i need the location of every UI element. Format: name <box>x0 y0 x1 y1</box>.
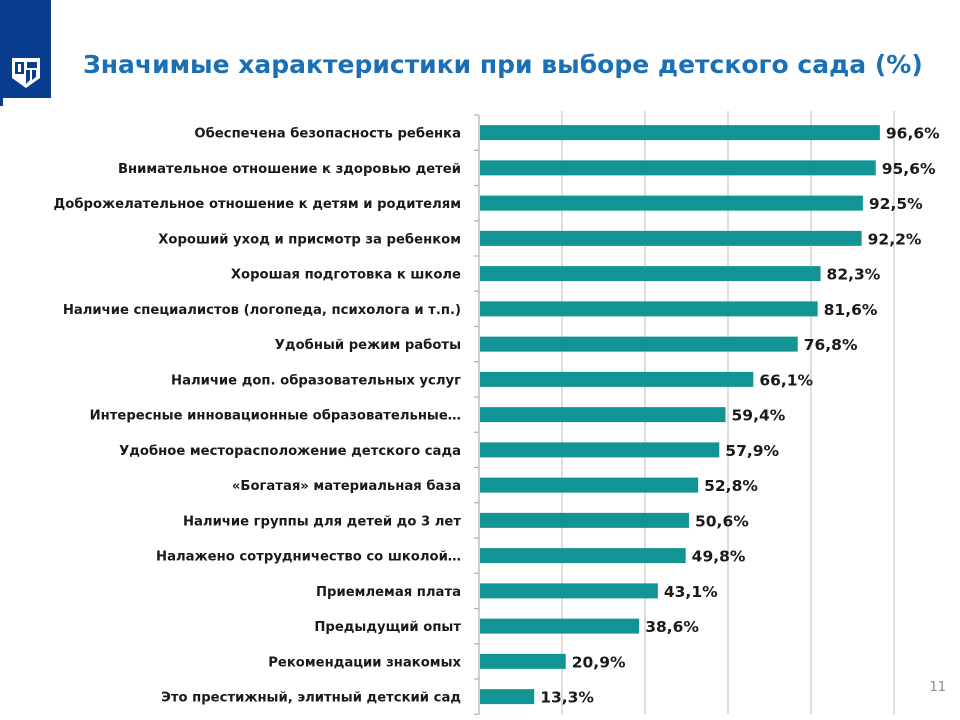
data-label: 20,9% <box>572 653 626 671</box>
category-label: Предыдущий опыт <box>314 620 461 635</box>
data-label: 92,5% <box>869 195 923 213</box>
data-label: 92,2% <box>868 230 922 248</box>
category-label: Наличие доп. образовательных услуг <box>171 372 461 388</box>
data-label: 81,6% <box>824 301 878 319</box>
publisher-logo-icon <box>12 58 40 88</box>
page-number: 11 <box>929 680 946 695</box>
bar <box>480 442 720 458</box>
data-label: 57,9% <box>725 442 779 460</box>
bar <box>480 583 658 599</box>
bar <box>480 689 535 705</box>
category-label: Приемлемая плата <box>316 585 461 600</box>
category-label: Интересные инновационные образовательные… <box>90 408 461 424</box>
bars <box>480 125 880 705</box>
category-label: Рекомендации знакомых <box>268 655 461 670</box>
bar <box>480 301 818 317</box>
data-label: 50,6% <box>695 512 749 530</box>
data-label: 52,8% <box>704 477 758 495</box>
bar <box>480 125 880 141</box>
category-label: Хорошая подготовка к школе <box>231 268 461 283</box>
data-label: 76,8% <box>804 336 858 354</box>
category-label: «Богатая» материальная база <box>232 478 461 494</box>
bar <box>480 477 699 493</box>
category-axis <box>474 114 480 715</box>
bar <box>480 512 689 528</box>
category-label: Обеспечена безопасность ребенка <box>194 126 461 142</box>
data-label: 96,6% <box>886 125 940 143</box>
bar <box>480 371 754 387</box>
bar <box>480 195 863 211</box>
category-label: Удобный режим работы <box>275 337 461 353</box>
data-label: 13,3% <box>540 689 594 707</box>
bar <box>480 618 640 634</box>
bar <box>480 160 876 176</box>
data-label: 38,6% <box>645 618 699 636</box>
data-label: 49,8% <box>692 548 746 566</box>
category-label: Это престижный, элитный детский сад <box>161 691 461 706</box>
category-label: Налажено сотрудничество со школой… <box>156 550 461 565</box>
bar <box>480 548 686 564</box>
data-label: 82,3% <box>827 266 881 284</box>
data-label: 59,4% <box>732 407 786 425</box>
value-labels: 96,6% 95,6% 92,5% 92,2% 82,3% 81,6% 76,8% 66,1%… <box>540 125 940 707</box>
category-label: Доброжелательное отношение к детям и род… <box>54 196 461 212</box>
bar <box>480 266 821 282</box>
bar <box>480 653 566 669</box>
data-label: 66,1% <box>759 371 813 389</box>
category-label: Удобное месторасположение детского сада <box>119 443 461 459</box>
category-label: Наличие специалистов (логопеда, психолог… <box>63 303 461 318</box>
data-label: 95,6% <box>882 160 936 178</box>
slide-title: Значимые характеристики при выборе детск… <box>83 50 923 79</box>
category-label: Наличие группы для детей до 3 лет <box>183 514 461 529</box>
bar <box>480 407 726 423</box>
category-labels: Обеспечена безопасность ребенка Вниматель… <box>54 126 462 706</box>
bar <box>480 336 798 352</box>
logo-block <box>0 0 51 98</box>
bar <box>480 230 862 246</box>
logo-accent <box>0 98 3 106</box>
category-label: Внимательное отношение к здоровью детей <box>118 162 461 177</box>
data-label: 43,1% <box>664 583 718 601</box>
category-label: Хороший уход и присмотр за ребенком <box>158 231 461 247</box>
